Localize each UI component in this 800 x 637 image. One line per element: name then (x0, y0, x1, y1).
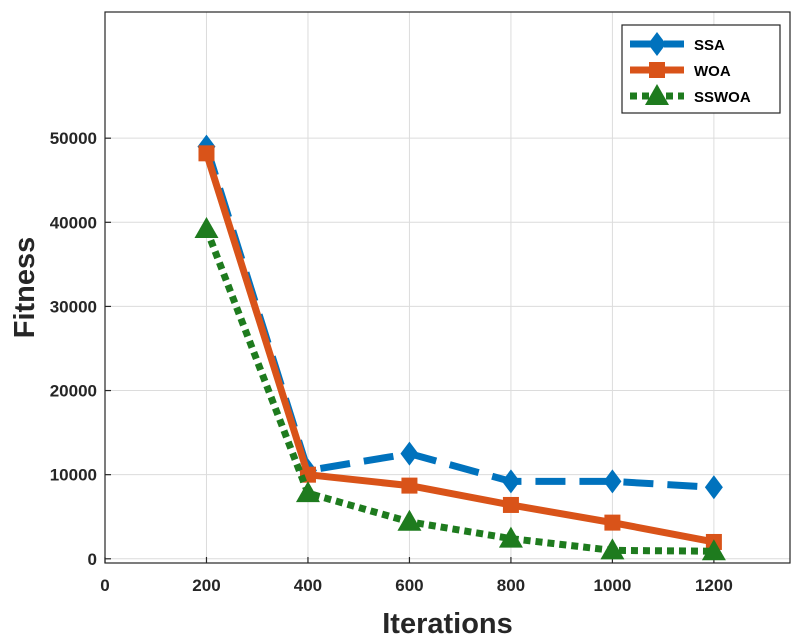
x-tick-label: 0 (100, 576, 109, 595)
legend-item-ssa: SSA (630, 32, 725, 56)
legend-label: SSWOA (694, 89, 751, 106)
x-tick-label: 600 (395, 576, 423, 595)
data-point-ssa (501, 469, 520, 494)
legend-item-sswoa: SSWOA (630, 84, 751, 106)
data-point-sswoa (701, 539, 726, 561)
data-point-sswoa (498, 526, 523, 548)
series-woa (198, 145, 722, 550)
y-axis-ticks: 0 10000 20000 30000 40000 50000 (50, 129, 111, 569)
data-point-sswoa (397, 509, 422, 531)
series-group (194, 134, 726, 561)
x-tick-label: 200 (192, 576, 220, 595)
legend-marker (648, 32, 666, 56)
legend-marker (649, 62, 665, 78)
data-point-woa (604, 514, 621, 531)
data-point-woa (401, 477, 418, 494)
y-tick-label: 30000 (50, 297, 97, 316)
legend-marker (645, 84, 669, 105)
series-ssa (197, 134, 723, 500)
x-axis-title: Iterations (382, 608, 513, 637)
data-point-sswoa (194, 217, 219, 239)
y-tick-label: 10000 (50, 466, 97, 485)
data-point-woa (502, 496, 519, 513)
legend-item-woa: WOA (630, 62, 731, 80)
x-tick-label: 1200 (695, 576, 733, 595)
x-tick-label: 400 (294, 576, 322, 595)
legend-label: WOA (694, 63, 731, 80)
legend-label: SSA (694, 37, 725, 54)
plot-frame (104, 11, 791, 564)
y-tick-label: 40000 (50, 213, 97, 232)
y-tick-label: 0 (88, 550, 97, 569)
data-point-sswoa (295, 481, 320, 503)
x-tick-label: 1000 (593, 576, 631, 595)
data-point-ssa (603, 469, 622, 494)
data-point-woa (198, 145, 215, 162)
series-sswoa (194, 217, 726, 561)
series-line-woa (203, 152, 715, 546)
data-point-sswoa (600, 538, 625, 560)
y-axis-title: Fitness (9, 237, 41, 339)
x-tick-label: 800 (497, 576, 525, 595)
x-axis-ticks: 0 200 400 600 800 1000 1200 (100, 557, 733, 595)
data-point-ssa (704, 475, 723, 500)
y-tick-label: 50000 (50, 129, 97, 148)
data-point-ssa (400, 441, 419, 466)
grid (104, 12, 790, 563)
legend: SSA WOA SSWOA (621, 24, 781, 114)
y-tick-label: 20000 (50, 382, 97, 401)
